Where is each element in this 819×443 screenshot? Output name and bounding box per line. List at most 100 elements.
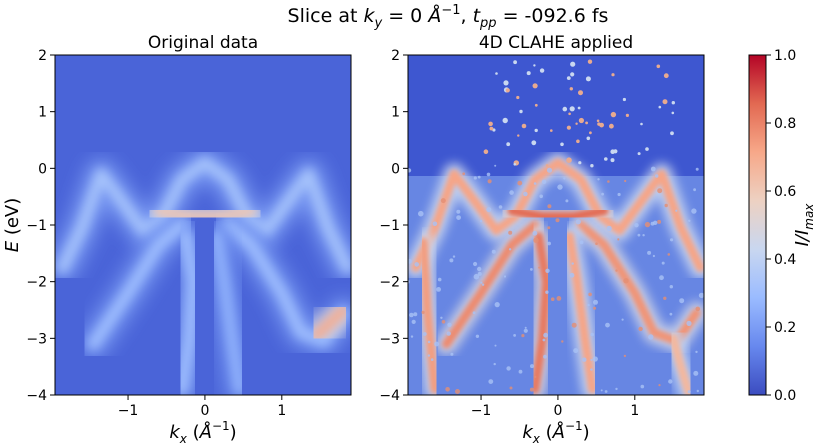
- band: [176, 230, 199, 395]
- y-tick-label: −4: [26, 388, 47, 404]
- figure-title: Slice at ky = 0 Å−1, tpp = -092.6 fs: [288, 3, 609, 31]
- speckle: [494, 302, 500, 308]
- speckle: [570, 72, 575, 77]
- heatmap-speckles: [408, 59, 704, 394]
- speckle: [610, 111, 617, 118]
- speckle: [570, 61, 576, 67]
- x-tick-label: −1: [471, 403, 492, 419]
- speckle: [456, 209, 461, 214]
- speckle: [667, 253, 671, 256]
- speckle: [571, 322, 577, 328]
- speckle: [640, 122, 643, 126]
- speckle: [449, 258, 454, 263]
- colorbar-ticks: 0.0 0.2 0.4 0.6 0.8 1.0: [766, 48, 796, 404]
- speckle: [539, 68, 545, 73]
- speckle: [543, 332, 548, 338]
- speckle: [655, 174, 659, 178]
- speckle: [645, 147, 649, 151]
- speckle: [601, 192, 604, 196]
- speckle: [604, 390, 608, 393]
- colorbar-tick-label: 0.4: [774, 252, 796, 268]
- x-tick-label: 0: [200, 403, 209, 419]
- speckle: [611, 73, 615, 77]
- speckle: [656, 64, 661, 69]
- speckle: [600, 389, 603, 392]
- speckle: [505, 88, 510, 93]
- speckle: [547, 226, 551, 230]
- speckle: [473, 176, 477, 180]
- x-tick-label: 1: [277, 403, 286, 419]
- speckle: [440, 316, 443, 319]
- speckle: [452, 255, 456, 258]
- speckle: [445, 387, 450, 392]
- y-tick-label: 1: [391, 105, 400, 121]
- speckle: [560, 142, 564, 147]
- y-axis-ticks: 2 1 0 −1 −2 −3 −4: [379, 48, 408, 404]
- speckle: [513, 334, 516, 337]
- speckle: [455, 389, 460, 394]
- speckle: [610, 149, 615, 154]
- colorbar-tick-label: 1.0: [774, 48, 796, 64]
- speckle: [670, 238, 674, 242]
- speckle: [597, 178, 600, 181]
- speckle: [421, 310, 425, 314]
- speckle: [494, 164, 497, 167]
- speckle: [669, 312, 673, 316]
- speckle: [427, 354, 431, 357]
- speckle: [589, 131, 592, 135]
- band: [565, 231, 597, 394]
- speckle: [414, 262, 420, 267]
- colorbar-gradient: [748, 54, 767, 396]
- speckle: [446, 331, 451, 336]
- speckle: [513, 163, 517, 166]
- speckle: [585, 76, 591, 82]
- speckle: [615, 387, 618, 391]
- speckle: [595, 242, 598, 245]
- speckle: [565, 199, 569, 203]
- speckle: [516, 95, 520, 100]
- speckle: [687, 390, 691, 394]
- speckle: [575, 219, 581, 225]
- speckle: [408, 168, 412, 173]
- speckle: [508, 248, 512, 251]
- x-axis-label-left: kx (Å−1): [169, 419, 236, 443]
- speckle: [410, 335, 414, 338]
- speckle: [430, 358, 434, 361]
- speckle: [698, 292, 704, 299]
- speckle: [623, 354, 627, 358]
- speckle: [695, 306, 701, 312]
- speckle: [696, 389, 699, 393]
- speckle: [578, 161, 582, 165]
- speckle: [531, 140, 537, 146]
- speckle: [550, 297, 555, 302]
- x-tick-label: 1: [630, 403, 639, 419]
- speckle: [495, 72, 498, 75]
- speckle: [675, 209, 678, 212]
- speckle: [592, 356, 598, 362]
- speckle: [422, 332, 427, 336]
- heatmap-bands: [55, 147, 351, 395]
- speckle: [663, 296, 667, 300]
- speckle: [480, 281, 483, 284]
- speckle: [693, 188, 696, 192]
- speckle: [447, 322, 452, 327]
- speckle: [413, 312, 418, 317]
- speckle: [634, 223, 639, 228]
- speckle: [517, 134, 520, 137]
- speckle: [545, 164, 549, 167]
- band: [153, 205, 257, 222]
- speckle: [585, 121, 588, 125]
- speckle: [650, 166, 656, 172]
- y-tick-label: −4: [379, 388, 400, 404]
- speckle: [432, 221, 438, 227]
- y-tick-label: −2: [26, 275, 47, 291]
- speckle: [578, 117, 585, 124]
- speckle: [621, 318, 624, 321]
- speckle: [486, 172, 491, 177]
- colorbar: 0.0 0.2 0.4 0.6 0.8 1.0 I/Imax: [748, 48, 816, 404]
- speckle: [456, 215, 461, 221]
- x-axis-label-right: kx (Å−1): [522, 419, 589, 443]
- speckle: [663, 73, 669, 79]
- speckle: [518, 369, 523, 374]
